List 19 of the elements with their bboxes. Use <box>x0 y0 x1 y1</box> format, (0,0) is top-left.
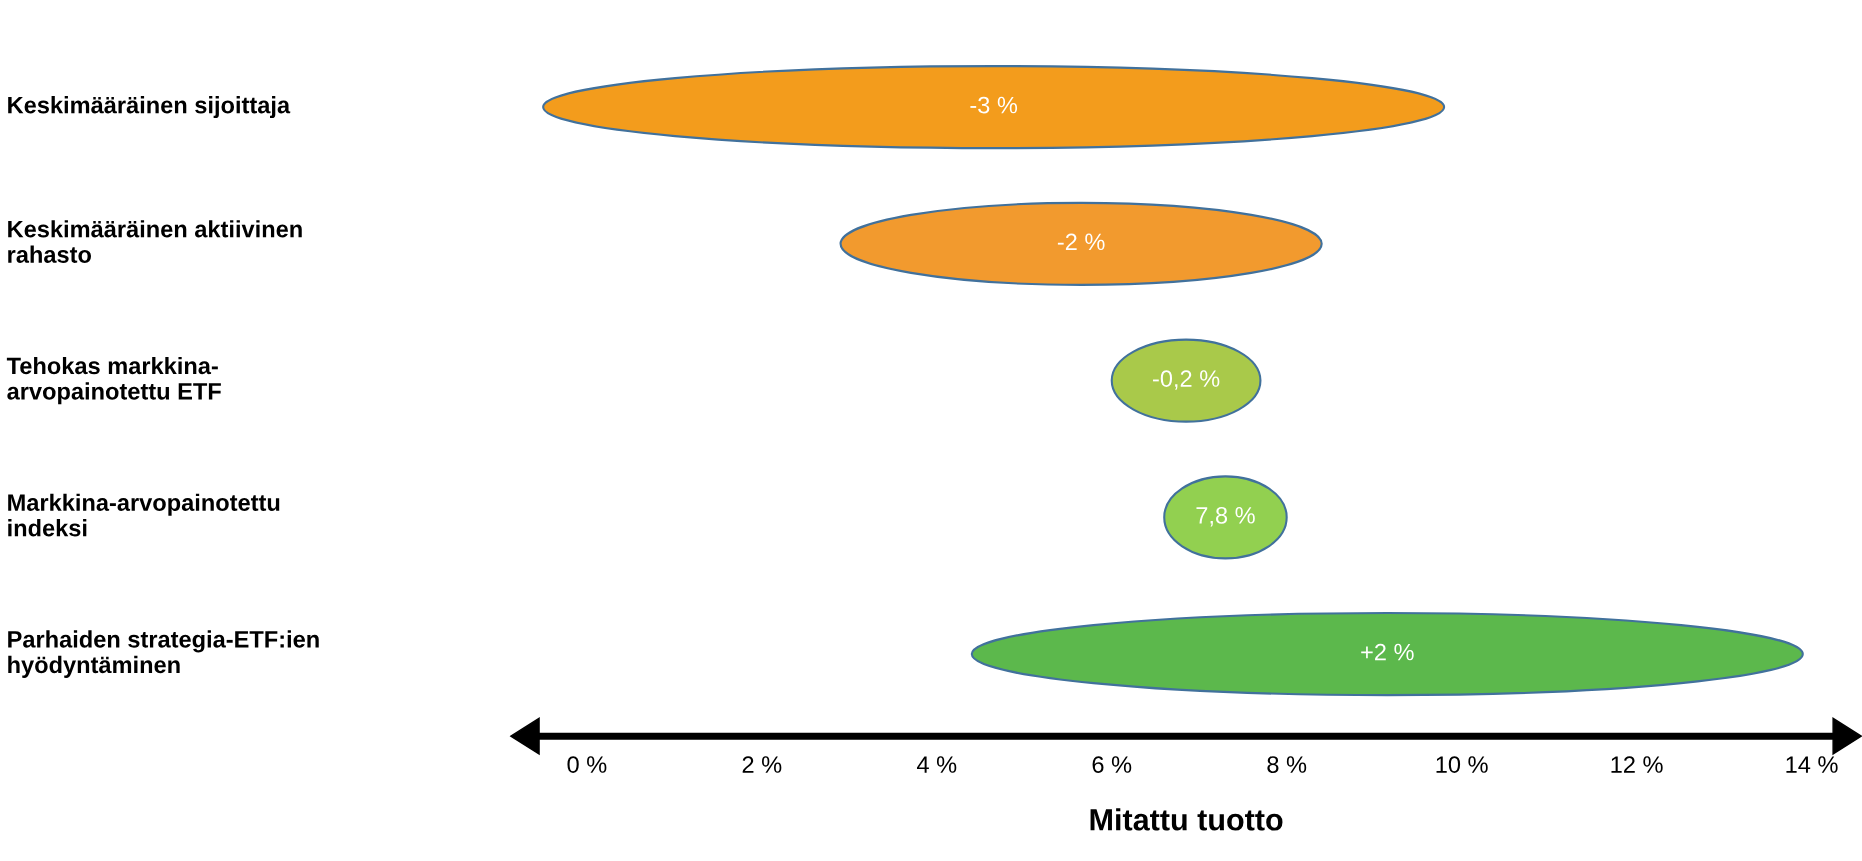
y-tick-label: Tehokas markkina- arvopainotettu ETF <box>6 356 221 405</box>
x-tick-label: 6 % <box>1092 756 1132 773</box>
x-tick-label: 0 % <box>567 756 607 773</box>
annotation: -2 % <box>1057 233 1105 251</box>
x-tick-label: 8 % <box>1267 756 1307 773</box>
annotation: -3 % <box>970 96 1018 114</box>
annotation: -0,2 % <box>1153 370 1220 390</box>
x-tick-label: 10 % <box>1436 756 1488 773</box>
x-tick-label: 2 % <box>742 756 782 773</box>
y-tick-label: Parhaiden strategia-ETF:ien hyödyntäminen <box>8 630 319 678</box>
annotation: 7,8 % <box>1196 506 1255 527</box>
annotation: +2 % <box>1361 643 1414 661</box>
x-tick-label: 14 % <box>1786 756 1838 773</box>
x-tick-label: 12 % <box>1611 756 1663 773</box>
y-tick-label: Keskimääräinen sijoittaja <box>8 96 291 119</box>
x-tick-label: 4 % <box>916 756 957 773</box>
y-tick-label: Keskimääräinen aktiivinen rahasto <box>8 220 302 263</box>
y-tick-label: Markkina-arvopainotettu indeksi <box>8 493 280 537</box>
x-axis-title: Mitattu tuotto <box>1090 808 1283 831</box>
